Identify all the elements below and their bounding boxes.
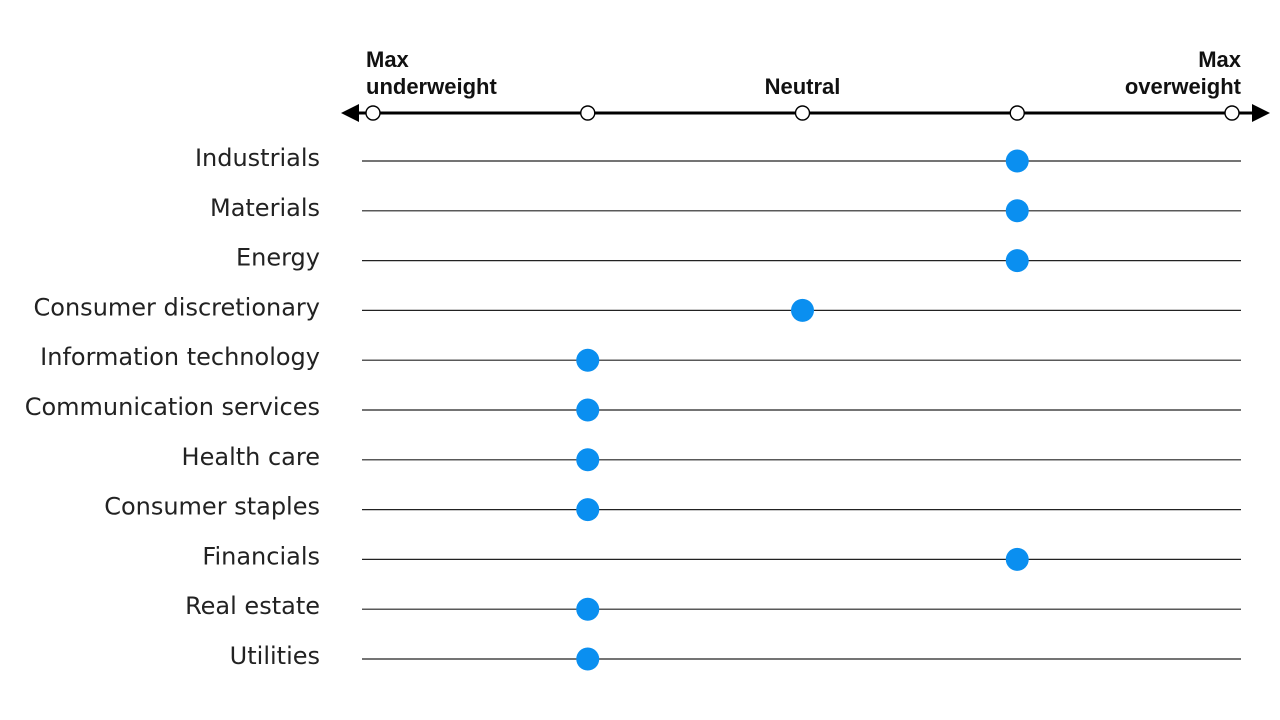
category-label: Consumer staples xyxy=(104,493,320,521)
scale-label-1: Max underweight xyxy=(366,47,497,99)
category-label: Consumer discretionary xyxy=(34,293,320,321)
position-marker xyxy=(576,398,600,422)
category-label: Industrials xyxy=(195,144,320,172)
scale-tick-4 xyxy=(1009,105,1025,121)
scale-tick-3 xyxy=(794,105,811,121)
position-marker xyxy=(576,448,600,472)
scale-tick-1 xyxy=(365,105,381,121)
category-label: Utilities xyxy=(230,642,320,670)
category-label: Materials xyxy=(210,194,320,222)
scale-tick-5 xyxy=(1224,105,1240,121)
category-label: Energy xyxy=(236,244,320,272)
category-label: Financials xyxy=(202,542,320,570)
position-marker xyxy=(576,498,600,522)
scale-label-line: Max xyxy=(366,47,410,72)
position-marker xyxy=(576,597,600,621)
position-marker xyxy=(576,348,600,372)
scale-label-3: Max overweight xyxy=(1125,47,1242,99)
position-marker xyxy=(1005,249,1029,273)
category-label: Information technology xyxy=(40,343,320,371)
position-marker xyxy=(1005,547,1029,571)
axis-arrow-right-icon xyxy=(1252,104,1270,122)
scale-label-2: Neutral xyxy=(765,74,841,99)
scale-label-line: overweight xyxy=(1125,74,1242,99)
scale-label-line: underweight xyxy=(366,74,497,99)
scale-label-line: Neutral xyxy=(765,74,841,99)
category-label: Communication services xyxy=(25,393,320,421)
category-label: Health care xyxy=(182,443,320,471)
position-marker xyxy=(576,647,600,671)
category-label: Real estate xyxy=(185,592,320,620)
scale-tick-2 xyxy=(580,105,596,121)
position-marker xyxy=(1005,149,1029,173)
position-marker xyxy=(1005,199,1029,223)
scale-label-line: Max xyxy=(1198,47,1242,72)
axis-arrow-left-icon xyxy=(341,104,359,122)
position-marker xyxy=(791,298,814,322)
